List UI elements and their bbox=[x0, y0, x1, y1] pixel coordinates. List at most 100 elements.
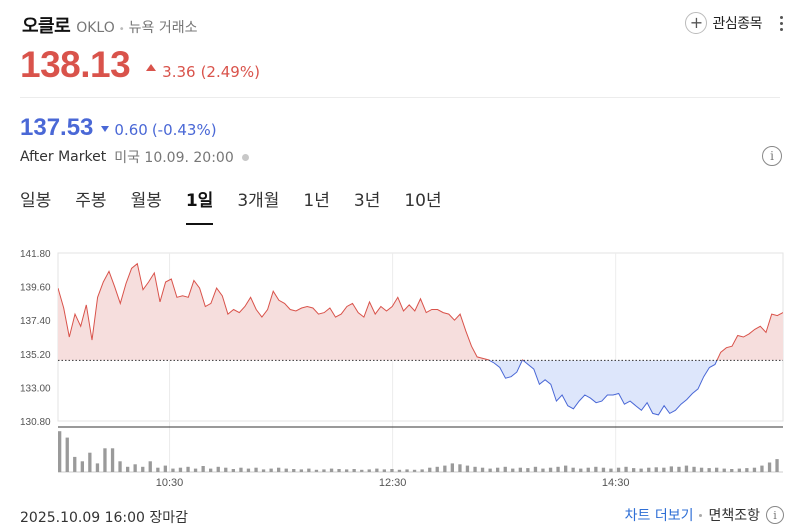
volume-bar bbox=[337, 469, 341, 472]
volume-bar bbox=[254, 467, 258, 472]
volume-bar bbox=[148, 461, 152, 473]
volume-bar bbox=[239, 467, 243, 472]
plus-icon: + bbox=[685, 12, 708, 34]
volume-bar bbox=[526, 468, 530, 472]
volume-bar bbox=[201, 466, 205, 472]
volume-bar bbox=[443, 465, 447, 473]
volume-bar bbox=[647, 467, 651, 472]
more-options-icon[interactable] bbox=[776, 11, 786, 35]
volume-bar bbox=[65, 437, 69, 472]
volume-bar bbox=[639, 468, 643, 472]
more-chart-link[interactable]: 차트 더보기 bbox=[624, 508, 694, 524]
y-tick-label: 130.80 bbox=[20, 417, 51, 428]
area-above-baseline bbox=[58, 263, 783, 361]
volume-bar bbox=[722, 468, 726, 472]
volume-bar bbox=[141, 466, 145, 472]
volume-bar bbox=[548, 467, 553, 472]
tab-5[interactable]: 1년 bbox=[303, 191, 330, 211]
info-icon[interactable]: i bbox=[762, 146, 782, 166]
y-tick-label: 135.20 bbox=[20, 350, 51, 361]
volume-bar bbox=[246, 468, 251, 472]
volume-bar bbox=[465, 465, 470, 473]
after-market-price-row: 137.53 0.60 (-0.43%) bbox=[20, 114, 217, 142]
after-market-change: 0.60 (-0.43%) bbox=[114, 121, 216, 139]
x-tick-label: 10:30 bbox=[156, 477, 184, 489]
volume-bar bbox=[745, 468, 749, 472]
disclaimer-link[interactable]: 면책조항 bbox=[708, 508, 760, 524]
volume-bar bbox=[707, 468, 711, 472]
tab-0[interactable]: 일봉 bbox=[20, 191, 52, 211]
volume-bar bbox=[360, 469, 364, 472]
footer-links: 차트 더보기 면책조항 i bbox=[625, 505, 784, 525]
volume-bar bbox=[110, 448, 115, 472]
chart-svg: 10:30 12:30 14:30 141.80 139.60 137.40 135.20 1… bbox=[20, 249, 784, 489]
price-change: 3.36 (2.49%) bbox=[162, 63, 260, 81]
y-tick-label: 139.60 bbox=[20, 283, 51, 294]
price-line-below bbox=[488, 360, 718, 416]
area-below-baseline bbox=[489, 360, 717, 415]
volume-bar bbox=[261, 469, 266, 472]
volume-bar bbox=[737, 468, 741, 472]
after-market-meta: After Market 미국 10.09. 20:00 bbox=[20, 147, 249, 167]
volume-bar bbox=[103, 448, 107, 472]
volume-bar bbox=[488, 468, 492, 472]
volume-bar bbox=[80, 461, 84, 473]
tab-4[interactable]: 3개월 bbox=[237, 191, 280, 211]
stock-name: 오클로 bbox=[22, 16, 71, 37]
tab-7[interactable]: 10년 bbox=[404, 191, 442, 211]
watchlist-label: 관심종목 bbox=[712, 16, 762, 32]
volume-bar bbox=[329, 468, 334, 472]
add-watchlist-button[interactable]: + 관심종목 bbox=[685, 12, 762, 34]
tab-3[interactable]: 1일 bbox=[185, 186, 214, 225]
volume-bar bbox=[193, 468, 198, 472]
volume-bar bbox=[511, 468, 515, 472]
volume-bar bbox=[292, 469, 296, 472]
after-market-label: After Market bbox=[20, 149, 107, 165]
volume-bar bbox=[397, 469, 402, 472]
volume-bar bbox=[533, 466, 538, 472]
y-tick-label: 141.80 bbox=[20, 249, 51, 260]
price-change-value: 3.36 bbox=[162, 63, 196, 81]
divider bbox=[20, 97, 780, 98]
volume-bar bbox=[564, 465, 568, 473]
current-price: 138.13 bbox=[20, 44, 131, 85]
volume-bar bbox=[541, 468, 545, 472]
volume-bar bbox=[118, 461, 122, 473]
tab-6[interactable]: 3년 bbox=[353, 191, 381, 211]
volume-bar bbox=[171, 468, 175, 472]
volume-bar bbox=[345, 469, 349, 472]
after-market-change-value: 0.60 bbox=[114, 121, 148, 139]
after-market-time: 미국 10.09. 20:00 bbox=[114, 150, 234, 166]
volume-bar bbox=[571, 467, 575, 472]
volume-bar bbox=[269, 468, 273, 472]
volume-bar bbox=[163, 465, 167, 473]
volume-bar bbox=[284, 468, 288, 472]
tab-1[interactable]: 주봉 bbox=[75, 191, 107, 211]
volume-bar bbox=[730, 469, 734, 472]
price-change-pct: (2.49%) bbox=[200, 63, 260, 81]
price-line-above bbox=[58, 262, 783, 361]
volume-bar bbox=[352, 469, 356, 472]
volume-bar bbox=[616, 467, 621, 472]
info-icon[interactable]: i bbox=[766, 506, 784, 524]
volume-bar bbox=[428, 467, 432, 472]
volume-bar bbox=[277, 467, 281, 472]
volume-bar bbox=[186, 466, 190, 472]
volume-bar bbox=[692, 466, 696, 472]
volume-bar bbox=[88, 452, 92, 473]
volume-bar bbox=[322, 469, 326, 472]
volume-bar bbox=[73, 456, 77, 472]
period-tabs: 일봉 주봉 월봉 1일 3개월 1년 3년 10년 bbox=[20, 186, 466, 225]
volume-bar bbox=[450, 463, 454, 472]
volume-bar bbox=[684, 465, 689, 473]
volume-bar bbox=[231, 469, 235, 472]
x-tick-label: 12:30 bbox=[379, 477, 407, 489]
volume-bar bbox=[367, 469, 371, 472]
tab-2[interactable]: 월봉 bbox=[130, 191, 162, 211]
volume-bar bbox=[601, 467, 606, 472]
volume-bar bbox=[224, 467, 228, 472]
y-tick-label: 137.40 bbox=[20, 316, 51, 327]
stock-exchange: 뉴욕 거래소 bbox=[128, 20, 198, 36]
volume-bar bbox=[95, 463, 100, 472]
volume-bar bbox=[586, 467, 590, 472]
